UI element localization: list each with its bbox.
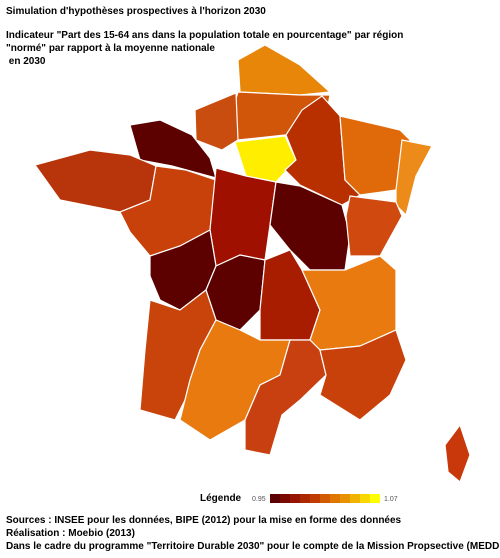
region [194,92,239,151]
region [319,329,407,421]
legend-swatch [360,494,370,503]
legend-min: 0.95 [252,496,266,503]
subtitle-line: Indicateur "Part des 15-64 ans dans la p… [6,30,403,41]
legend-swatch [320,494,330,503]
legend-swatch [330,494,340,503]
legend-swatch [300,494,310,503]
legend-swatch [290,494,300,503]
subtitle-line: en 2030 [6,56,46,67]
legend-swatch [370,494,380,503]
region [395,139,433,217]
source-line: Dans le cadre du programme "Territoire D… [6,541,500,552]
legend-max: 1.07 [384,496,398,503]
legend-swatch [340,494,350,503]
legend-swatch [350,494,360,503]
source-line: Réalisation : Moebio (2013) [6,528,135,539]
title: Simulation d'hypothèses prospectives à l… [6,6,266,17]
legend-swatch [270,494,280,503]
region [244,339,327,456]
region [209,167,277,267]
subtitle-line: "normé" par rapport à la moyenne nationa… [6,43,215,54]
legend-title: Légende [200,493,242,504]
source-line: Sources : INSEE pour les données, BIPE (… [6,515,402,526]
region [345,195,403,257]
legend-swatch [280,494,290,503]
legend-swatch [310,494,320,503]
region [237,44,332,96]
region [444,423,471,484]
france-map [34,44,471,484]
region [34,149,157,213]
legend-scale [270,494,380,503]
